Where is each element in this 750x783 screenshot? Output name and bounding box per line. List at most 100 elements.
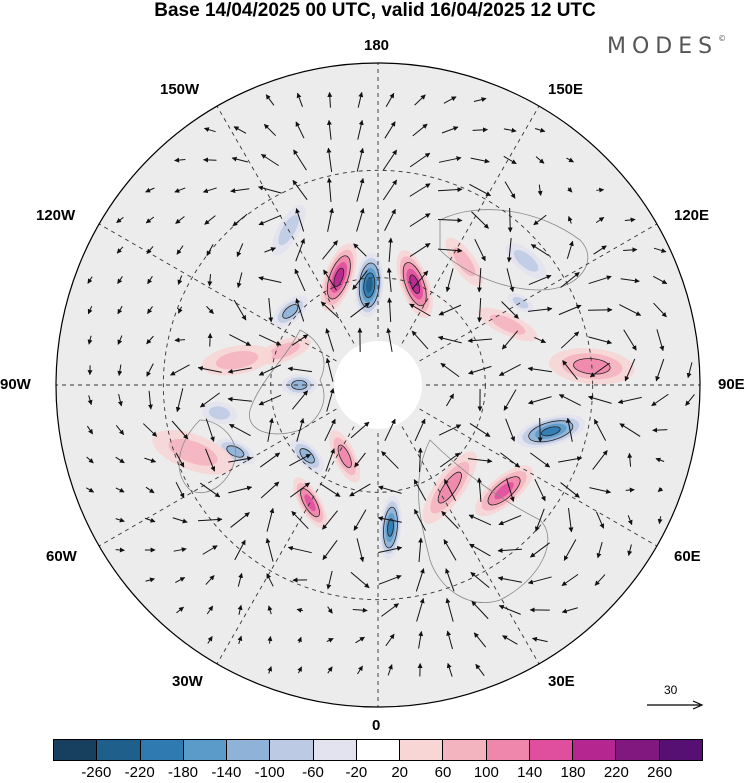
wind-vector <box>296 607 304 613</box>
wind-vector <box>473 97 487 103</box>
wind-vector <box>617 396 642 405</box>
wind-vector <box>87 276 93 284</box>
wind-vector <box>205 418 215 442</box>
wind-vector <box>534 478 546 502</box>
wind-vector <box>287 366 312 373</box>
wind-vector <box>627 515 633 526</box>
wind-vector <box>378 574 402 585</box>
wind-vector <box>537 184 543 196</box>
map-border <box>55 62 701 708</box>
anomaly-contour <box>333 268 344 287</box>
wind-vector <box>230 188 250 194</box>
wind-vector <box>230 512 250 528</box>
wind-vector <box>567 215 573 224</box>
wind-vector <box>320 301 340 319</box>
wind-vector <box>290 482 311 498</box>
wind-vector <box>469 183 492 197</box>
wind-vector <box>384 418 396 442</box>
wind-vector <box>326 570 333 590</box>
wind-vector <box>86 425 94 435</box>
wind-vector <box>170 364 190 376</box>
wind-vector <box>325 448 335 472</box>
wind-vector <box>115 487 125 493</box>
wind-vector <box>295 208 305 232</box>
wind-vector <box>444 478 456 501</box>
wind-vector <box>558 456 583 463</box>
wind-vector <box>385 633 395 647</box>
wind-vector <box>438 304 462 316</box>
colorbar-tick-label: -260 <box>81 764 112 781</box>
lon-label-30e: 30E <box>548 673 575 690</box>
wind-vector <box>352 270 368 290</box>
wind-vector <box>476 267 482 293</box>
wind-vector <box>207 274 213 287</box>
wind-vector <box>594 574 606 586</box>
wind-vector <box>291 390 309 410</box>
wind-vector <box>527 366 552 373</box>
wind-vector <box>558 304 582 316</box>
wind-vector <box>237 604 243 615</box>
wind-vector <box>563 539 577 561</box>
wind-vector <box>409 152 431 168</box>
wind-vector <box>349 483 371 497</box>
wind-vector <box>534 127 546 133</box>
anomaly-contour <box>438 472 462 504</box>
wind-vector <box>147 306 153 314</box>
wind-vector <box>471 600 489 620</box>
wind-vector <box>326 638 334 643</box>
wind-vector <box>117 393 123 407</box>
wind-vector <box>415 568 425 592</box>
wind-vector <box>445 268 454 293</box>
wind-vector <box>205 575 215 585</box>
wind-vector <box>593 245 607 255</box>
colorbar-swatch <box>227 740 271 760</box>
wind-vector <box>446 662 453 677</box>
wind-vector <box>297 666 302 674</box>
wind-vector <box>566 157 574 163</box>
anomaly-contour-line <box>226 445 245 458</box>
wind-vector <box>470 157 490 164</box>
wind-vector <box>446 630 453 650</box>
anomaly-contour <box>512 297 529 309</box>
wind-vector <box>588 336 613 345</box>
colorbar-swatch <box>183 740 228 760</box>
wind-vector <box>592 450 608 470</box>
wind-vector <box>203 127 216 133</box>
wind-vector <box>377 516 402 523</box>
anomaly-contour-line <box>299 448 315 464</box>
wind-vector <box>501 330 519 350</box>
wind-vector <box>267 635 273 644</box>
wind-vector <box>561 607 578 614</box>
wind-vector <box>477 297 483 323</box>
wind-vector <box>476 477 482 503</box>
anomaly-contour-line <box>402 262 427 307</box>
anomaly-contour-line <box>282 304 299 319</box>
wind-vector <box>502 635 518 645</box>
wind-vector <box>411 330 429 350</box>
wind-vector <box>87 305 93 315</box>
wind-vector <box>533 214 547 226</box>
wind-vector <box>145 187 155 193</box>
wind-vector <box>260 452 281 468</box>
wind-vector <box>115 517 125 523</box>
meridian-line <box>216 384 379 665</box>
wind-vector <box>291 334 309 346</box>
wind-vector <box>267 417 274 442</box>
anomaly-contour-line <box>383 506 398 549</box>
wind-vector <box>471 211 489 229</box>
wind-vector <box>207 636 213 644</box>
wind-vector <box>623 329 637 351</box>
wind-vector <box>619 423 641 437</box>
anomaly-contour-line <box>333 267 345 288</box>
anomaly-contour-line <box>387 518 394 537</box>
wind-vector <box>381 603 399 617</box>
anomaly-contour <box>304 494 316 512</box>
wind-vector <box>327 91 333 108</box>
wind-vector <box>384 121 396 139</box>
wind-vector <box>323 269 337 291</box>
wind-vector <box>357 119 364 140</box>
wind-vector <box>236 243 244 258</box>
wind-vector <box>596 542 603 559</box>
wind-vector <box>176 606 184 614</box>
wind-vector <box>378 545 403 554</box>
